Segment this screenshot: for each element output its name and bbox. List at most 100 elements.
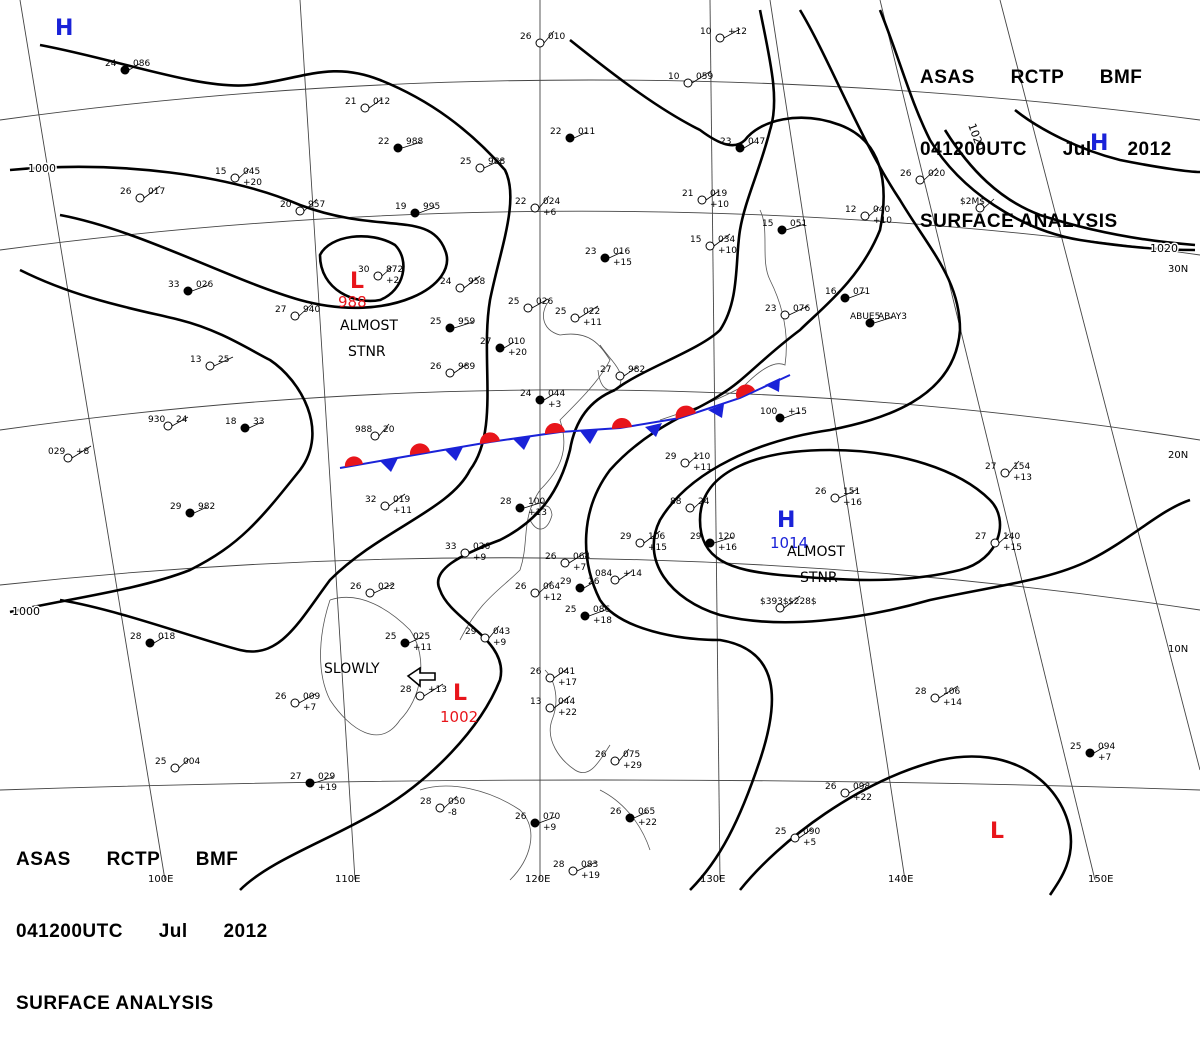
latitude-label: 30N	[1168, 264, 1188, 275]
station-pressure: 019	[393, 495, 410, 505]
station-tendency: +15	[613, 258, 632, 268]
station-temperature: 88	[670, 497, 682, 507]
warm-front-symbol	[735, 384, 755, 399]
station-cloud-cover-icon	[775, 413, 785, 423]
wind-barb-icon	[713, 536, 734, 544]
wind-barb-icon	[583, 581, 595, 589]
station-cloud-cover-icon	[1085, 748, 1095, 758]
station-temperature: 22	[550, 127, 561, 137]
center-pressure-value: 1002	[440, 708, 478, 726]
station-plot: 21 012	[345, 97, 390, 113]
wind-barb-icon	[531, 298, 549, 309]
station-tendency: -8	[448, 808, 457, 818]
meridian-110e	[299, 0, 356, 881]
wind-barb-icon	[213, 356, 234, 367]
station-tendency: +10	[718, 246, 737, 256]
low-pressure-center: L	[453, 681, 467, 706]
station-temperature: 29	[170, 502, 182, 512]
station-pressure: 20	[383, 425, 395, 435]
station-temperature: 26	[610, 807, 622, 817]
station-temperature: 22	[515, 197, 526, 207]
station-cloud-cover-icon	[455, 283, 465, 293]
station-temperature: 26	[430, 362, 442, 372]
meridian-140e	[769, 0, 906, 881]
wind-barb-icon	[408, 636, 423, 644]
station-plot: 26 022	[350, 582, 395, 598]
station-cloud-cover-icon	[568, 866, 578, 876]
wind-barb-icon	[643, 530, 661, 544]
wind-barb-icon	[923, 167, 938, 181]
station-cloud-cover-icon	[705, 241, 715, 251]
parallel-10n	[0, 557, 1200, 611]
wind-barb-icon	[418, 206, 436, 214]
station-tendency: +16	[843, 498, 862, 508]
station-plot: 029 +8	[48, 445, 92, 463]
station-plot: 23 076	[765, 304, 810, 320]
station-cloud-cover-icon	[777, 225, 787, 235]
station-plot: 25 086+18	[565, 605, 612, 626]
wind-barb-icon	[608, 251, 623, 259]
wind-barb-icon	[553, 695, 571, 709]
isobar-1016	[878, 9, 1196, 252]
station-cloud-cover-icon	[480, 633, 490, 643]
longitude-labels: 100E 110E 120E 130E 140E 150E	[148, 874, 1113, 885]
station-cloud-cover-icon	[600, 253, 610, 263]
station-plot: 930 24	[148, 415, 189, 431]
station-plot: 27 940	[275, 303, 320, 321]
wind-barb-icon	[783, 411, 801, 419]
warm-front-symbol	[611, 417, 632, 429]
station-plot: 26 041+17	[530, 667, 577, 688]
station-tendency: +11	[583, 318, 602, 328]
station-tendency: +22	[853, 793, 872, 803]
station-tendency: +3	[548, 400, 561, 410]
station-temperature: 25	[1070, 742, 1081, 752]
station-temperature: 19	[395, 202, 407, 212]
low-pressure-center: L	[990, 819, 1004, 844]
station-temperature: 27	[985, 462, 996, 472]
station-plot: 15 034+10	[690, 233, 737, 256]
station-temperature: 21	[682, 189, 693, 199]
station-temperature: 10	[700, 27, 712, 37]
wind-barb-icon	[368, 98, 383, 109]
station-cloud-cover-icon	[205, 361, 215, 371]
station-tendency: +13	[528, 508, 547, 518]
wind-barb-icon	[983, 198, 995, 209]
wind-barb-icon	[693, 495, 708, 509]
station-cloud-cover-icon	[410, 208, 420, 218]
station-plot: 28 018	[130, 632, 175, 648]
front-warm-symbols	[344, 384, 755, 467]
wind-barb-icon	[623, 366, 638, 377]
station-pressure: 041	[558, 667, 575, 677]
station-cloud-cover-icon	[515, 503, 525, 513]
wind-barb-icon	[743, 141, 755, 149]
station-pressure: 010	[548, 32, 565, 42]
cold-front-symbol	[380, 458, 398, 472]
station-tendency: +15	[648, 543, 667, 553]
station-pressure: 047	[748, 137, 765, 147]
station-pressure: 957	[308, 200, 325, 210]
longitude-label: 150E	[1088, 874, 1113, 885]
station-pressure: 026	[473, 542, 490, 552]
station-plot: 88 24	[670, 495, 710, 513]
station-tendency: +7	[303, 703, 316, 713]
station-tendency: +9	[493, 638, 507, 648]
station-pressure: 090	[803, 827, 820, 837]
station-pressure: 025	[413, 632, 430, 642]
wind-barb-icon	[453, 363, 468, 374]
station-temperature: ABUE5	[850, 312, 880, 322]
station-temperature: 28	[915, 687, 927, 697]
longitude-label: 140E	[888, 874, 913, 885]
coast-borneo	[419, 785, 532, 881]
station-tendency: +2	[386, 276, 399, 286]
latitude-label: 20N	[1168, 450, 1188, 461]
motion-arrow-icon	[406, 666, 436, 688]
station-cloud-cover-icon	[290, 311, 300, 321]
station-plot: $2M$	[960, 197, 995, 213]
station-cloud-cover-icon	[635, 538, 645, 548]
center-pressure-value: 988	[338, 293, 367, 311]
station-plot: 28 083+19	[553, 860, 600, 881]
station-cloud-cover-icon	[715, 33, 725, 43]
wind-barb-icon	[538, 580, 553, 594]
